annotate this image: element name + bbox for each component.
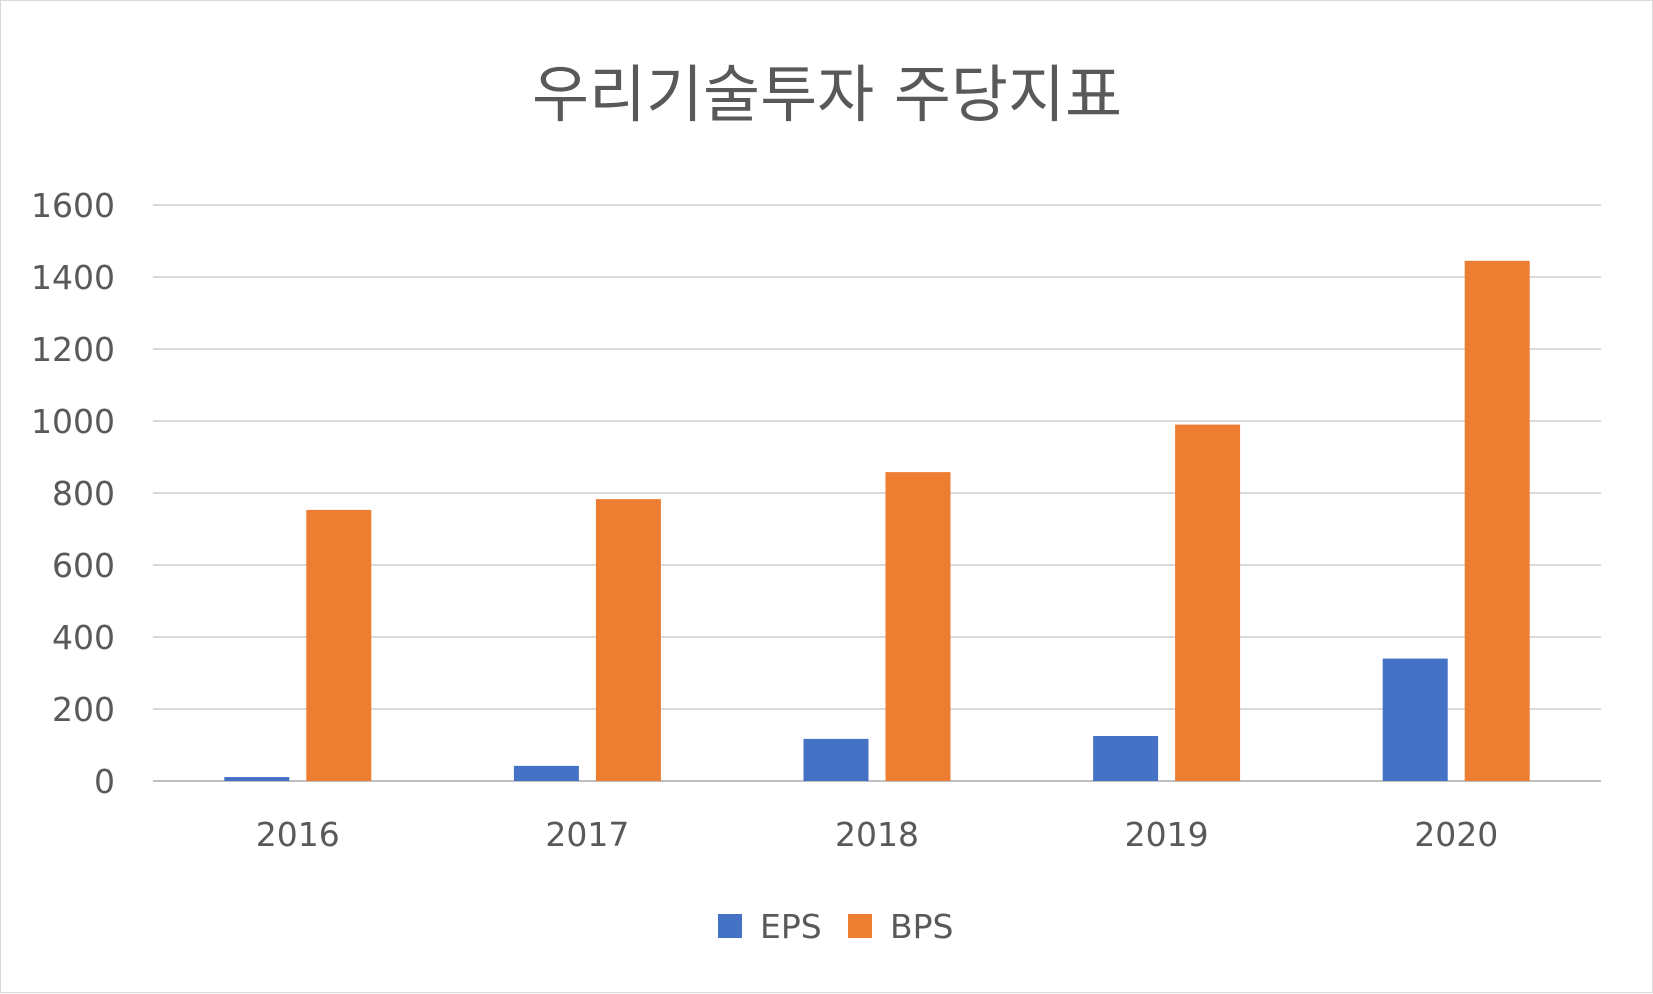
bar-bps-2016 — [306, 509, 372, 781]
y-tick-label: 200 — [52, 690, 115, 729]
bar-eps-2018 — [803, 738, 869, 781]
bar-bps-2020 — [1464, 260, 1530, 781]
bar-bps-2019 — [1175, 424, 1241, 781]
bar-eps-2017 — [513, 765, 579, 781]
bar-bps-2018 — [885, 472, 951, 781]
bar-bps-2017 — [595, 499, 661, 781]
y-tick-label: 1000 — [31, 402, 115, 441]
bar-eps-2020 — [1382, 658, 1448, 781]
y-tick-label: 0 — [94, 762, 115, 801]
x-tick-label: 2019 — [1125, 815, 1209, 854]
legend: EPS BPS — [718, 907, 954, 946]
x-tick-label: 2018 — [835, 815, 919, 854]
y-tick-label: 600 — [52, 546, 115, 585]
y-tick-label: 1600 — [31, 186, 115, 225]
legend-swatch-eps — [718, 914, 742, 938]
legend-label-bps: BPS — [890, 907, 954, 946]
y-axis-ticks: 0 200 400 600 800 1000 1200 1400 1600 — [31, 186, 115, 801]
x-tick-label: 2017 — [545, 815, 629, 854]
x-axis-ticks: 2016 2017 2018 2019 2020 — [256, 815, 1498, 854]
x-tick-label: 2020 — [1414, 815, 1498, 854]
y-tick-label: 800 — [52, 474, 115, 513]
bar-eps-2019 — [1093, 736, 1159, 781]
bars — [224, 260, 1530, 781]
legend-swatch-bps — [848, 914, 872, 938]
y-tick-label: 400 — [52, 618, 115, 657]
bar-eps-2016 — [224, 777, 290, 781]
y-tick-label: 1200 — [31, 330, 115, 369]
gridlines — [153, 204, 1601, 782]
y-tick-label: 1400 — [31, 258, 115, 297]
legend-label-eps: EPS — [760, 907, 822, 946]
x-tick-label: 2016 — [256, 815, 340, 854]
chart-title: 우리기술투자 주당지표 — [532, 58, 1122, 131]
